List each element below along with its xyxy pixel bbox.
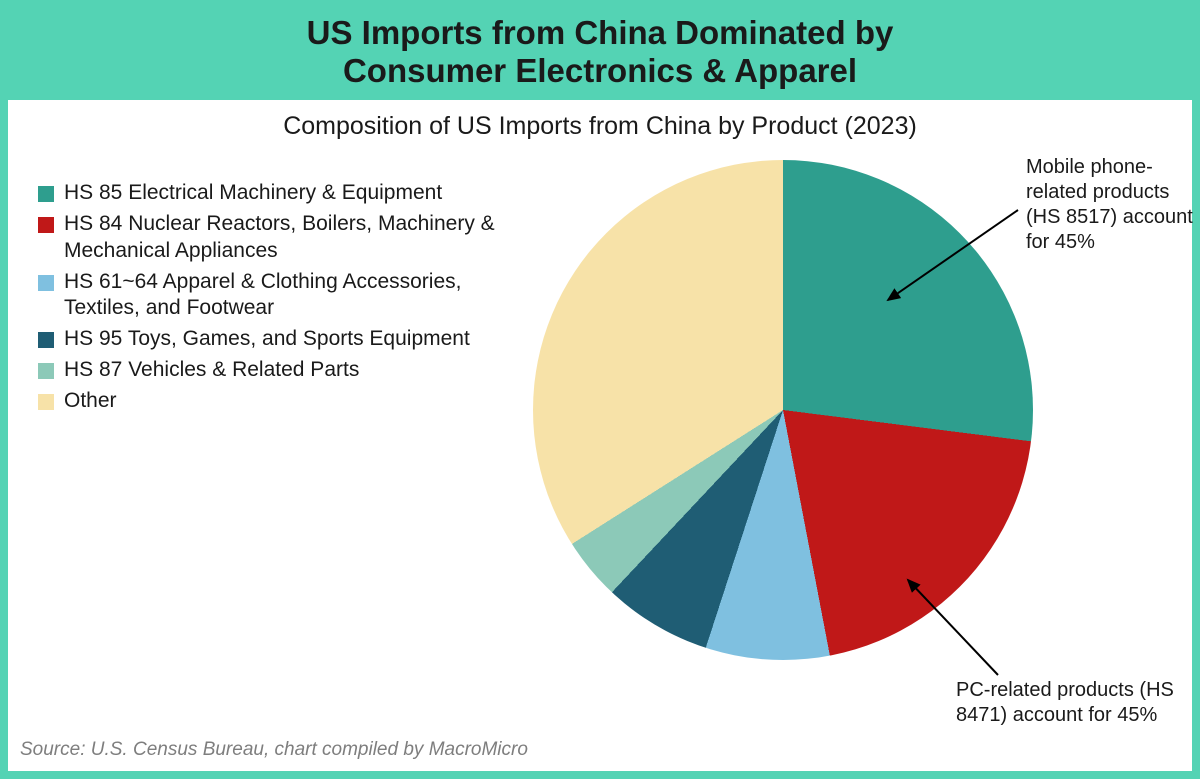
legend-swatch xyxy=(38,275,54,291)
callout-mobile-phones: Mobile phone-related products (HS 8517) … xyxy=(1026,155,1200,255)
legend-swatch xyxy=(38,394,54,410)
legend-swatch xyxy=(38,363,54,379)
title-line-1: US Imports from China Dominated by xyxy=(28,14,1172,52)
legend-label: HS 84 Nuclear Reactors, Boilers, Machine… xyxy=(64,211,508,265)
callout-pc-products: PC-related products (HS 8471) account fo… xyxy=(956,678,1196,728)
legend-item: Other xyxy=(38,388,508,415)
legend-swatch xyxy=(38,332,54,348)
source-text: Source: U.S. Census Bureau, chart compil… xyxy=(20,739,528,761)
legend-label: Other xyxy=(64,388,508,415)
legend-label: HS 95 Toys, Games, and Sports Equipment xyxy=(64,326,508,353)
plot-area: Composition of US Imports from China by … xyxy=(8,100,1192,771)
legend: HS 85 Electrical Machinery & Equipment H… xyxy=(38,180,508,419)
pie-slices xyxy=(533,160,1033,660)
legend-item: HS 84 Nuclear Reactors, Boilers, Machine… xyxy=(38,211,508,265)
legend-swatch xyxy=(38,217,54,233)
chart-frame: US Imports from China Dominated by Consu… xyxy=(8,8,1192,771)
title-band: US Imports from China Dominated by Consu… xyxy=(8,8,1192,100)
legend-label: HS 61~64 Apparel & Clothing Accessories,… xyxy=(64,269,508,323)
legend-item: HS 87 Vehicles & Related Parts xyxy=(38,357,508,384)
pie-chart xyxy=(533,160,1033,660)
legend-label: HS 85 Electrical Machinery & Equipment xyxy=(64,180,508,207)
legend-label: HS 87 Vehicles & Related Parts xyxy=(64,357,508,384)
legend-swatch xyxy=(38,186,54,202)
chart-subtitle: Composition of US Imports from China by … xyxy=(8,112,1192,141)
title-line-2: Consumer Electronics & Apparel xyxy=(28,52,1172,90)
legend-item: HS 95 Toys, Games, and Sports Equipment xyxy=(38,326,508,353)
legend-item: HS 85 Electrical Machinery & Equipment xyxy=(38,180,508,207)
legend-item: HS 61~64 Apparel & Clothing Accessories,… xyxy=(38,269,508,323)
